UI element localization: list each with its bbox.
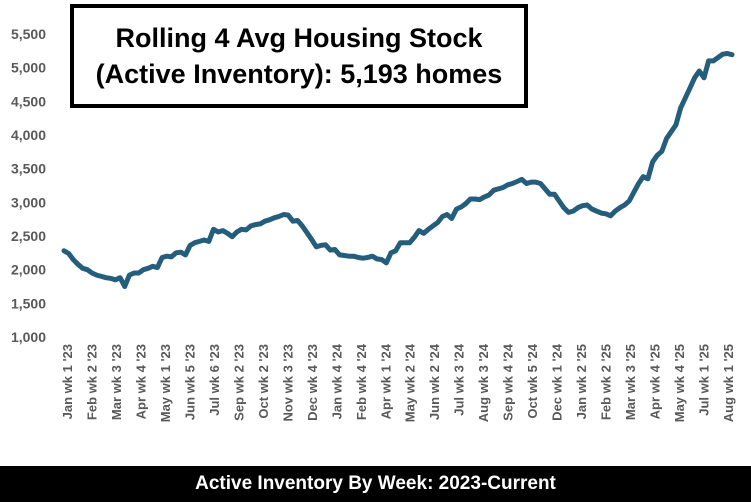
footer-caption: Active Inventory By Week: 2023-Current [195, 473, 556, 494]
y-tick-label: 3,500 [11, 161, 46, 177]
y-tick-label: 5,500 [11, 26, 46, 42]
x-tick-label: Oct wk 5 '24 [525, 343, 540, 418]
x-tick-label: Dec wk 1 '24 [550, 343, 565, 421]
x-tick-label: Jul wk 3 '24 [452, 343, 467, 416]
chart-title-line-1: Rolling 4 Avg Housing Stock [115, 23, 483, 53]
y-tick-label: 1,000 [11, 329, 46, 345]
chart-title-box: Rolling 4 Avg Housing Stock (Active Inve… [70, 4, 528, 108]
x-tick-label: Apr wk 4 '25 [648, 344, 663, 419]
x-tick-label: Jan wk 4 '24 [329, 343, 344, 419]
y-tick-label: 5,000 [11, 60, 46, 76]
y-tick-label: 4,500 [11, 93, 46, 109]
x-tick-label: Apr wk 4 '23 [133, 344, 148, 419]
x-tick-label: Jan wk 1 '23 [60, 344, 75, 419]
x-tick-label: Mar wk 3 '23 [109, 344, 124, 420]
x-tick-label: Sep wk 4 '24 [501, 343, 516, 421]
x-tick-label: Aug wk 3 '24 [476, 343, 491, 422]
x-tick-label: Sep wk 2 '23 [231, 344, 246, 421]
x-tick-label: Mar wk 3 '25 [623, 344, 638, 420]
x-tick-label: Jul wk 1 '25 [697, 344, 712, 416]
x-tick-label: Jul wk 6 '23 [207, 344, 222, 416]
x-tick-label: Jun wk 5 '23 [182, 344, 197, 420]
footer-bar: Active Inventory By Week: 2023-Current [0, 466, 751, 502]
x-tick-label: Dec wk 4 '23 [305, 344, 320, 421]
x-tick-label: Oct wk 2 '23 [256, 344, 271, 419]
plot-area [61, 51, 735, 289]
x-axis: Jan wk 1 '23 Feb wk 2 '23 Mar wk 3 '23 Apr … [60, 343, 736, 422]
y-tick-label: 2,500 [11, 228, 46, 244]
y-tick-label: 3,000 [11, 194, 46, 210]
y-tick-label: 1,500 [11, 295, 46, 311]
x-tick-label: Feb wk 2 '25 [599, 344, 614, 420]
chart-title-line-2: (Active Inventory): 5,193 homes [95, 59, 503, 89]
y-tick-label: 4,000 [11, 127, 46, 143]
x-tick-label: Jan wk 2 '25 [574, 344, 589, 419]
x-tick-label: Feb wk 2 '23 [84, 344, 99, 420]
x-tick-label: May wk 4 '25 [672, 344, 687, 422]
x-tick-label: Aug wk 1 '25 [721, 344, 736, 422]
x-tick-label: Jun wk 2 '24 [427, 343, 442, 420]
x-tick-label: Nov wk 3 '23 [280, 344, 295, 422]
y-tick-label: 2,000 [11, 262, 46, 278]
series-line [61, 51, 735, 289]
y-axis: 1,000 1,500 2,000 2,500 3,000 3,500 4,000 4,500… [11, 26, 46, 345]
x-tick-label: May wk 1 '23 [158, 344, 173, 422]
x-tick-label: May wk 2 '24 [403, 343, 418, 422]
x-tick-label: Apr wk 1 '24 [378, 343, 393, 419]
x-tick-label: Feb wk 4 '24 [354, 343, 369, 420]
